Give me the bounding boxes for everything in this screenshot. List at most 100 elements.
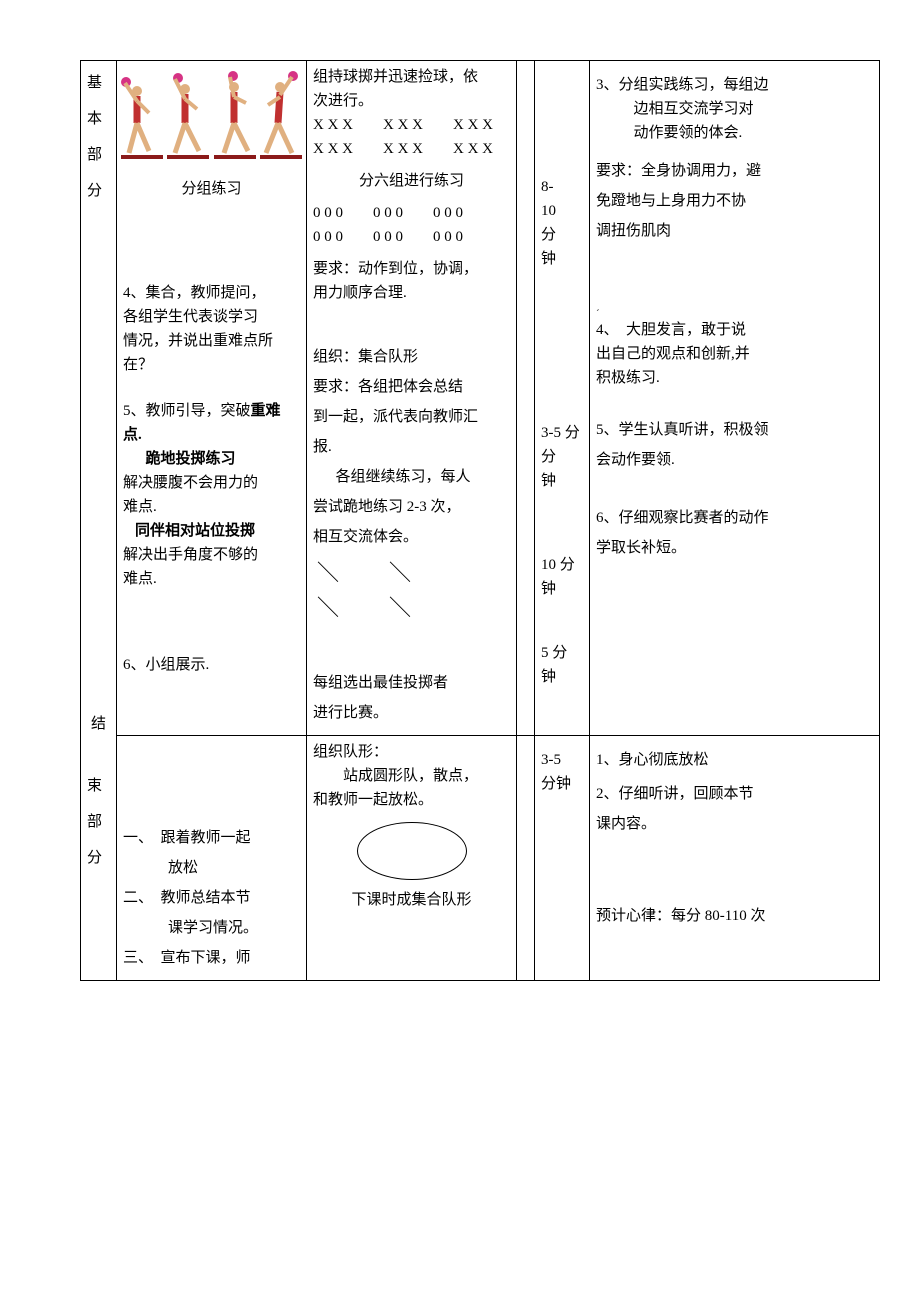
section-char: 本 [87,101,110,137]
blank-cell [517,61,535,736]
table-row: 结 束 部 分 一、 跟着教师一起 放松 二、 教师总结本节 课学习情况。 三、… [81,736,880,981]
student-text: 课内容。 [596,812,873,836]
time-text: 3-5 分 分 钟 [541,421,583,493]
ground-line [214,155,256,159]
section-char: 部 [87,804,110,840]
time-text: 5 分 钟 [541,641,583,689]
teacher-text: 放松 [123,856,300,880]
student-text: 边相互交流学习对 [596,97,873,121]
formation-row: 0 0 0 0 0 0 0 0 0 [313,225,510,249]
time-text: 3-5 分钟 [541,748,583,796]
org-text: 尝试跪地练习 2-3 次， [313,495,510,519]
student-text: 动作要领的体会. [596,121,873,145]
org-text: 进行比赛。 [313,701,510,725]
teacher-text: 情况，并说出重难点所 [123,329,300,353]
athlete-body-icon [123,73,161,159]
org-text: 相互交流体会。 [313,525,510,549]
student-text: 2、仔细听讲，回顾本节 [596,782,873,806]
student-text: 预计心律：每分 80-110 次 [596,904,873,928]
student-text: 学取长补短。 [596,536,873,560]
text-bold: 重难 [251,403,281,419]
table-row: 基 本 部 分 [81,61,880,736]
teacher-activity-cell: 一、 跟着教师一起 放松 二、 教师总结本节 课学习情况。 三、 宣布下课，师 [117,736,307,981]
student-text: 免蹬地与上身用力不协 [596,189,873,213]
text: 5、教师引导，突破 [123,403,251,419]
org-text: 报. [313,435,510,459]
teacher-text: 各组学生代表谈学习 [123,305,300,329]
circle-formation-icon [357,822,467,880]
section-char: 基 [87,65,110,101]
time-cell: 8- 10 分 钟 3-5 分 分 钟 10 分 钟 5 分 钟 [535,61,590,736]
section-char: 分 [87,840,110,876]
teacher-activity-cell: 分组练习 4、集合，教师提问， 各组学生代表谈学习 情况，并说出重难点所 在？ … [117,61,307,736]
figure-caption: 分组练习 [123,177,300,201]
athlete-body-icon [216,73,254,159]
athlete-body-icon [262,73,300,159]
org-text: 各组继续练习，每人 [313,465,510,489]
teacher-text: 6、小组展示. [123,653,300,677]
student-text: 5、学生认真听讲，积极领 [596,418,873,442]
lesson-plan-table: 基 本 部 分 [80,60,880,981]
time-text: 10 分 钟 [541,553,583,601]
student-text: 1、身心彻底放松 [596,748,873,772]
teacher-text: 跪地投掷练习 [123,447,300,471]
teacher-text: 点. [123,423,300,447]
section-label-end: 结 束 部 分 [81,736,117,981]
org-text: 次进行。 [313,89,510,113]
student-text: 3、分组实践练习，每组边 [596,73,873,97]
student-activity-cell: 1、身心彻底放松 2、仔细听讲，回顾本节 课内容。 预计心律：每分 80-110… [590,736,880,981]
time-text: 8- 10 分 钟 [541,175,583,271]
athlete-icon [216,73,254,159]
section-char: 部 [87,137,110,173]
student-text: 出自己的观点和创新,并 [596,342,873,366]
org-text: 每组选出最佳投掷者 [313,671,510,695]
teacher-text: 课学习情况。 [123,916,300,940]
org-text: 要求：动作到位，协调， [313,257,510,281]
org-text: 和教师一起放松。 [313,788,510,812]
teacher-text: 难点. [123,495,300,519]
teacher-text: 二、 教师总结本节 [123,886,300,910]
athlete-icon [262,73,300,159]
blank-cell [517,736,535,981]
org-text: 下课时成集合队形 [313,888,510,912]
org-text: 要求：各组把体会总结 [313,375,510,399]
org-text: 组织：集合队形 [313,345,510,369]
formation-row: X X X X X X X X X [313,113,510,137]
teacher-text: 解决腰腹不会用力的 [123,471,300,495]
teacher-text: 三、 宣布下课，师 [123,946,300,970]
student-text: 会动作要领. [596,448,873,472]
org-text: 分六组进行练习 [313,169,510,193]
teacher-text: 一、 跟着教师一起 [123,826,300,850]
slash-row: ＼ ＼ ＼ ＼ [313,555,510,625]
section-char: 结 [81,712,116,736]
time-cell: 3-5 分钟 [535,736,590,981]
organization-cell: 组持球掷并迅速捡球，依 次进行。 X X X X X X X X X X X X… [307,61,517,736]
athlete-icon [123,73,161,159]
section-char: 分 [87,173,110,209]
student-text: 6、仔细观察比赛者的动作 [596,506,873,530]
student-activity-cell: 3、分组实践练习，每组边 边相互交流学习对 动作要领的体会. 要求：全身协调用力… [590,61,880,736]
section-char: 束 [87,768,110,804]
throwing-sequence-figure [123,69,300,159]
section-label-basic: 基 本 部 分 [81,61,117,736]
student-text: 调扭伤肌肉 [596,219,873,243]
ground-line [121,155,163,159]
student-text: 4、 大胆发言，敢于说 [596,318,873,342]
page: 基 本 部 分 [0,0,920,1021]
teacher-text: 4、集合，教师提问， [123,281,300,305]
athlete-icon [169,73,207,159]
org-text: 到一起，派代表向教师汇 [313,405,510,429]
org-text: 站成圆形队，散点， [313,764,510,788]
teacher-text: 难点. [123,567,300,591]
ground-line [167,155,209,159]
org-text: 用力顺序合理. [313,281,510,305]
teacher-text: 在？ [123,353,300,377]
org-text: 组持球掷并迅速捡球，依 [313,65,510,89]
teacher-text: 同伴相对站位投掷 [123,519,300,543]
ground-line [260,155,302,159]
teacher-text: 解决出手角度不够的 [123,543,300,567]
formation-row: X X X X X X X X X [313,137,510,161]
organization-cell: 组织队形： 站成圆形队，散点， 和教师一起放松。 下课时成集合队形 [307,736,517,981]
student-text: 积极练习. [596,366,873,390]
org-text: 组织队形： [313,740,510,764]
